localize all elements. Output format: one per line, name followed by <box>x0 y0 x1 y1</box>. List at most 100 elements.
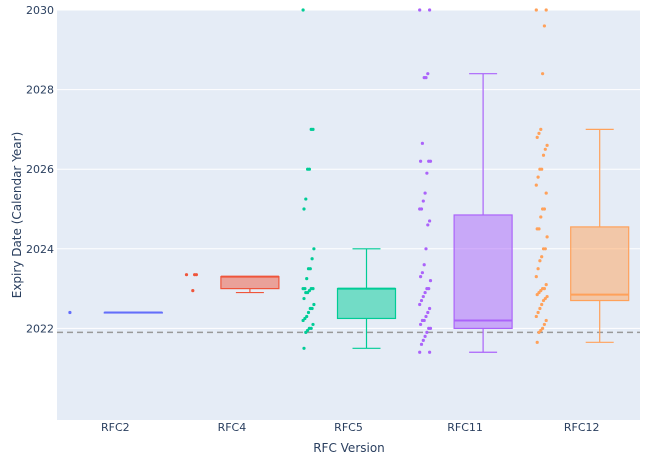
data-point <box>536 310 540 315</box>
data-point <box>426 223 430 227</box>
data-point <box>184 273 189 277</box>
x-tick-label: RFC12 <box>564 421 600 434</box>
data-point <box>428 350 432 354</box>
data-point <box>536 175 540 179</box>
data-point <box>538 167 542 171</box>
data-point <box>542 322 547 327</box>
data-point <box>424 247 428 251</box>
y-tick-labels: 2022 2024 2026 2028 2030 <box>26 4 54 335</box>
data-point <box>301 318 305 323</box>
data-point <box>541 298 546 303</box>
data-point <box>534 183 538 187</box>
data-point <box>538 306 542 311</box>
data-point <box>306 167 310 171</box>
box-iqr <box>570 226 630 302</box>
data-point <box>421 294 425 299</box>
data-point <box>544 191 548 195</box>
data-point <box>419 342 424 346</box>
data-point <box>304 290 308 295</box>
data-point <box>301 287 305 291</box>
data-point <box>425 330 429 334</box>
data-point <box>540 255 544 259</box>
data-point <box>420 271 424 275</box>
data-point <box>304 330 308 334</box>
data-point <box>427 326 431 330</box>
data-point <box>535 292 539 297</box>
data-point <box>534 275 538 279</box>
data-point <box>428 306 432 311</box>
x-tick-labels: RFC2 RFC4 RFC5 RFC11 RFC12 <box>101 421 600 434</box>
data-point <box>302 296 306 301</box>
y-tick-label: 2030 <box>26 4 54 17</box>
data-point <box>544 283 548 287</box>
data-point <box>68 310 72 315</box>
data-point <box>535 135 539 139</box>
data-point <box>425 287 429 291</box>
data-point <box>536 267 540 271</box>
x-axis-title: RFC Version <box>313 441 385 455</box>
data-point <box>537 330 541 334</box>
data-point <box>541 247 546 251</box>
data-point <box>418 207 422 211</box>
data-point <box>543 147 547 151</box>
data-point <box>420 318 424 323</box>
data-point <box>426 310 430 315</box>
data-point <box>539 215 543 219</box>
data-point <box>426 72 430 76</box>
data-point <box>302 346 306 350</box>
data-point <box>538 259 542 263</box>
points-rfc2 <box>68 310 72 315</box>
points-rfc12 <box>534 8 549 344</box>
data-point <box>428 279 433 283</box>
data-point <box>545 143 549 147</box>
box-rfc12 <box>534 8 630 344</box>
data-point <box>423 290 427 295</box>
data-point <box>304 197 308 201</box>
data-point <box>422 76 426 80</box>
data-point <box>308 306 312 311</box>
data-point <box>193 273 197 277</box>
y-tick-label: 2024 <box>26 243 54 256</box>
data-point <box>540 302 544 307</box>
box-iqr <box>220 276 280 290</box>
data-point <box>542 24 547 28</box>
data-point <box>418 350 422 354</box>
data-point <box>425 171 429 175</box>
data-point <box>301 8 305 12</box>
x-tick-label: RFC11 <box>447 421 483 434</box>
box-series <box>68 8 630 354</box>
data-point <box>306 310 311 315</box>
data-point <box>541 72 545 76</box>
data-point <box>311 322 315 327</box>
data-point <box>422 263 426 267</box>
data-point <box>306 267 311 271</box>
y-tick-label: 2028 <box>26 84 54 97</box>
points-rfc11 <box>418 8 433 354</box>
data-point <box>545 235 549 239</box>
box-iqr <box>336 288 397 320</box>
data-point <box>534 314 538 319</box>
data-point <box>421 338 425 342</box>
data-point <box>544 318 548 323</box>
data-point <box>312 302 316 307</box>
data-point <box>541 207 545 211</box>
data-point <box>419 298 424 303</box>
points-rfc4 <box>184 273 198 293</box>
data-point <box>535 227 539 231</box>
box-rfc4 <box>184 273 280 294</box>
box-rfc2 <box>68 310 163 315</box>
data-point <box>541 153 546 157</box>
data-point <box>421 199 425 203</box>
plot-background <box>57 10 640 420</box>
data-point <box>191 288 195 293</box>
data-point <box>309 127 313 131</box>
x-tick-label: RFC2 <box>101 421 130 434</box>
data-point <box>537 131 541 135</box>
data-point <box>428 8 432 12</box>
x-tick-label: RFC5 <box>334 421 363 434</box>
points-rfc5 <box>301 8 316 350</box>
data-point <box>428 219 432 223</box>
data-point <box>420 141 424 145</box>
y-axis-title: Expiry Date (Calendar Year) <box>10 132 24 299</box>
